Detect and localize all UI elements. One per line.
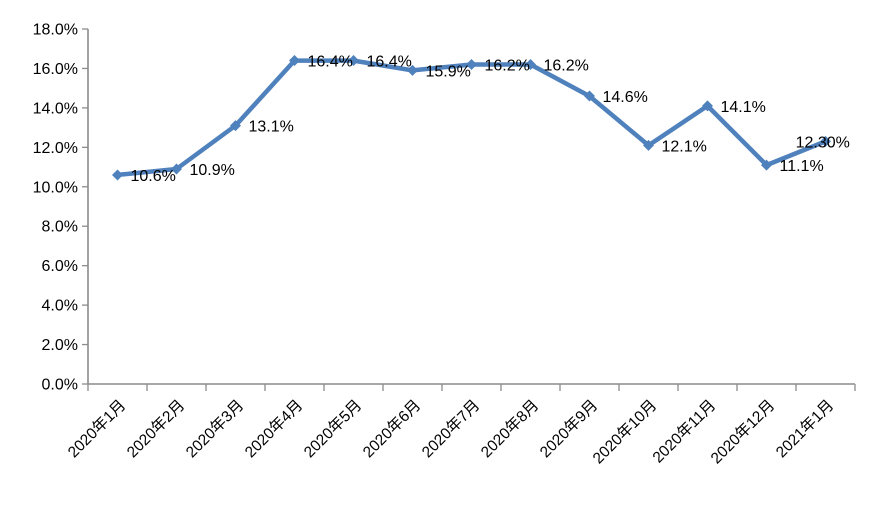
y-axis-tick-label: 4.0% xyxy=(42,298,78,315)
data-point-marker xyxy=(761,159,772,171)
x-axis-label: 2020年12月 xyxy=(707,396,778,467)
data-point-label: 16.2% xyxy=(485,58,530,75)
x-axis-label: 2020年10月 xyxy=(589,396,660,467)
data-point-label: 16.4% xyxy=(367,54,412,71)
y-axis-tick-label: 2.0% xyxy=(42,337,78,354)
data-point-marker xyxy=(466,59,477,70)
data-point-marker xyxy=(407,64,418,76)
x-axis-label: 2020年7月 xyxy=(418,396,483,461)
data-point-marker xyxy=(112,169,123,181)
y-axis-tick-label: 18.0% xyxy=(33,22,78,39)
x-axis-label: 2020年2月 xyxy=(123,396,188,461)
data-point-label: 10.6% xyxy=(131,168,176,185)
data-point-marker xyxy=(820,135,831,147)
data-point-marker xyxy=(171,163,182,175)
x-axis-label: 2021年1月 xyxy=(772,396,837,461)
y-axis-tick-label: 0.0% xyxy=(42,377,78,394)
x-axis-label: 2020年8月 xyxy=(477,396,542,461)
data-point-marker xyxy=(230,120,241,132)
y-axis-tick-label: 10.0% xyxy=(33,179,78,196)
data-point-marker xyxy=(584,90,595,102)
data-point-marker xyxy=(348,55,359,67)
data-point-label: 11.1% xyxy=(780,158,824,175)
data-point-label: 13.1% xyxy=(249,119,294,136)
x-axis-label: 2020年9月 xyxy=(536,396,601,461)
x-axis-label: 2020年1月 xyxy=(64,396,129,461)
series-line xyxy=(115,58,828,178)
data-point-marker xyxy=(525,59,536,70)
data-point-label: 16.4% xyxy=(308,54,353,71)
data-point-label: 14.6% xyxy=(603,89,648,106)
data-point-label: 16.2% xyxy=(544,58,589,75)
data-point-label: 12.30% xyxy=(796,134,850,151)
data-point-marker xyxy=(702,100,713,112)
y-axis-tick-label: 6.0% xyxy=(42,258,78,275)
data-point-label: 12.1% xyxy=(662,138,707,155)
x-axis-label: 2020年6月 xyxy=(359,396,424,461)
x-axis-label: 2020年4月 xyxy=(241,396,306,461)
data-point-label: 15.9% xyxy=(426,63,471,80)
y-axis-tick-label: 8.0% xyxy=(42,219,78,236)
y-axis-tick-label: 16.0% xyxy=(33,61,78,78)
y-axis-tick-label: 12.0% xyxy=(33,140,78,157)
x-axis-label: 2020年5月 xyxy=(300,396,365,461)
data-point-marker xyxy=(289,55,300,67)
data-point-marker xyxy=(643,139,654,151)
data-point-label: 10.9% xyxy=(190,162,235,179)
y-axis-tick-label: 14.0% xyxy=(33,100,78,117)
x-axis-label: 2020年3月 xyxy=(182,396,247,461)
data-point-label: 14.1% xyxy=(721,99,766,116)
